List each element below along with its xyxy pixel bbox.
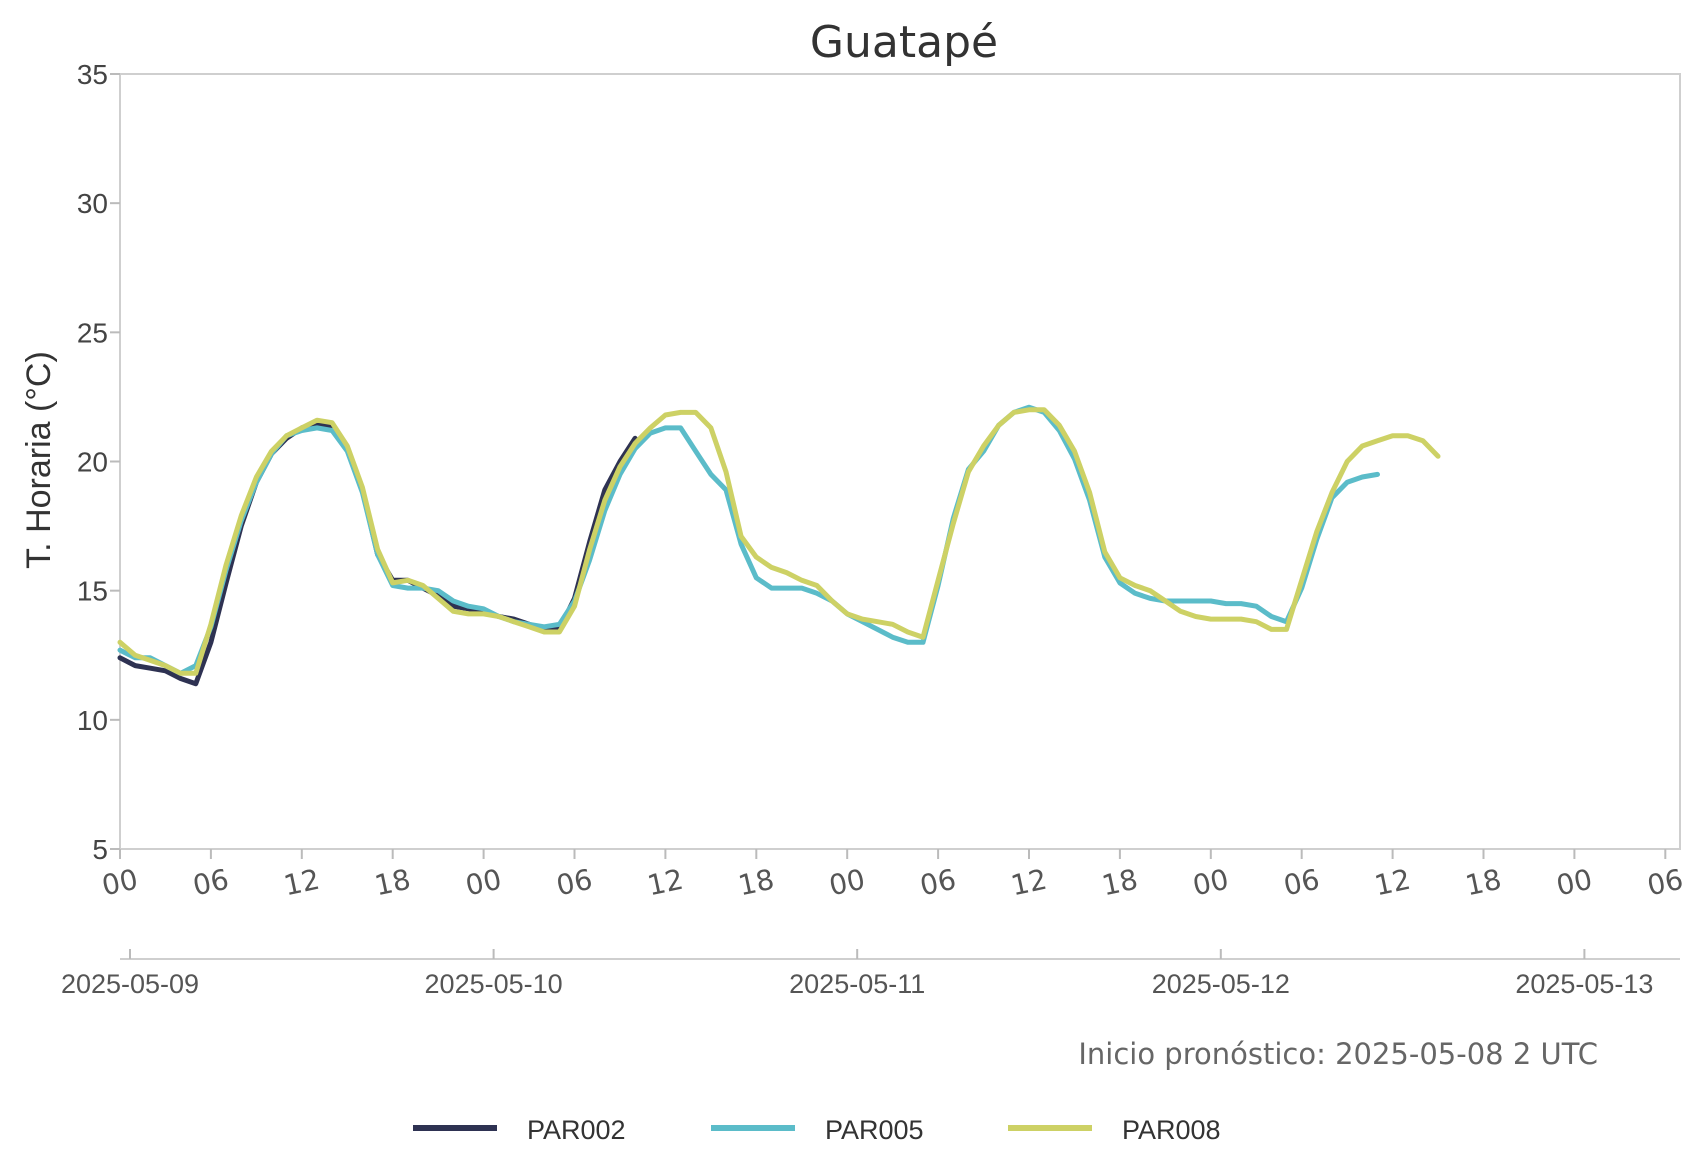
date-tick-label: 2025-05-11 xyxy=(789,969,925,999)
series-line-par008 xyxy=(117,407,1441,676)
x-tick-label: 06 xyxy=(554,863,596,903)
x-tick-label: 00 xyxy=(826,863,868,903)
date-tick-label: 2025-05-09 xyxy=(61,969,199,999)
date-tick-label: 2025-05-10 xyxy=(425,969,563,999)
legend-label: PAR005 xyxy=(825,1115,924,1145)
legend-item-par002: PAR002 xyxy=(413,1115,626,1145)
x-tick-label: 12 xyxy=(644,863,686,903)
y-tick-label: 15 xyxy=(77,576,108,607)
legend: PAR002 PAR005 PAR008 xyxy=(413,1115,1221,1145)
x-tick-label: 12 xyxy=(281,863,323,903)
date-tick-label: 2025-05-13 xyxy=(1515,969,1653,999)
legend-label: PAR008 xyxy=(1122,1115,1221,1145)
x-tick-label: 00 xyxy=(1190,863,1232,903)
y-tick-label: 30 xyxy=(77,188,108,219)
x-tick-label: 18 xyxy=(1463,863,1505,903)
y-tick-label: 10 xyxy=(77,705,108,736)
y-axis-ticks: 5 10 15 20 25 30 35 xyxy=(77,59,120,865)
x-tick-label: 12 xyxy=(1008,863,1050,903)
x-axis-hour-ticks: 00 06 12 18 00 06 12 18 00 06 12 18 00 06 12 18 00 06 xyxy=(99,849,1686,902)
x-tick-label: 18 xyxy=(1099,863,1141,903)
x-tick-label: 00 xyxy=(99,863,141,903)
forecast-start-note: Inicio pronóstico: 2025-05-08 2 UTC xyxy=(1078,1037,1598,1071)
x-tick-label: 00 xyxy=(1553,863,1595,903)
series-layer xyxy=(117,404,1441,687)
y-tick-label: 25 xyxy=(77,317,108,348)
x-tick-label: 06 xyxy=(1281,863,1323,903)
y-axis-label: T. Horaria (°C) xyxy=(20,351,58,569)
x-tick-label: 06 xyxy=(917,863,959,903)
series-line-par005 xyxy=(117,404,1380,676)
x-tick-label: 06 xyxy=(190,863,232,903)
x-tick-label: 18 xyxy=(372,863,414,903)
y-tick-label: 20 xyxy=(77,447,108,478)
y-tick-label: 5 xyxy=(92,834,108,865)
legend-label: PAR002 xyxy=(527,1115,626,1145)
x-tick-label: 18 xyxy=(735,863,777,903)
x-axis-date-ticks: 2025-05-09 2025-05-10 2025-05-11 2025-05-12… xyxy=(61,949,1653,999)
legend-item-par008: PAR008 xyxy=(1008,1115,1221,1145)
y-tick-label: 35 xyxy=(77,59,108,90)
x-tick-label: 00 xyxy=(463,863,505,903)
x-tick-label: 12 xyxy=(1372,863,1414,903)
date-tick-label: 2025-05-12 xyxy=(1152,969,1290,999)
chart-title: Guatapé xyxy=(810,17,998,68)
legend-item-par005: PAR005 xyxy=(711,1115,924,1145)
x-tick-label: 06 xyxy=(1644,863,1686,903)
